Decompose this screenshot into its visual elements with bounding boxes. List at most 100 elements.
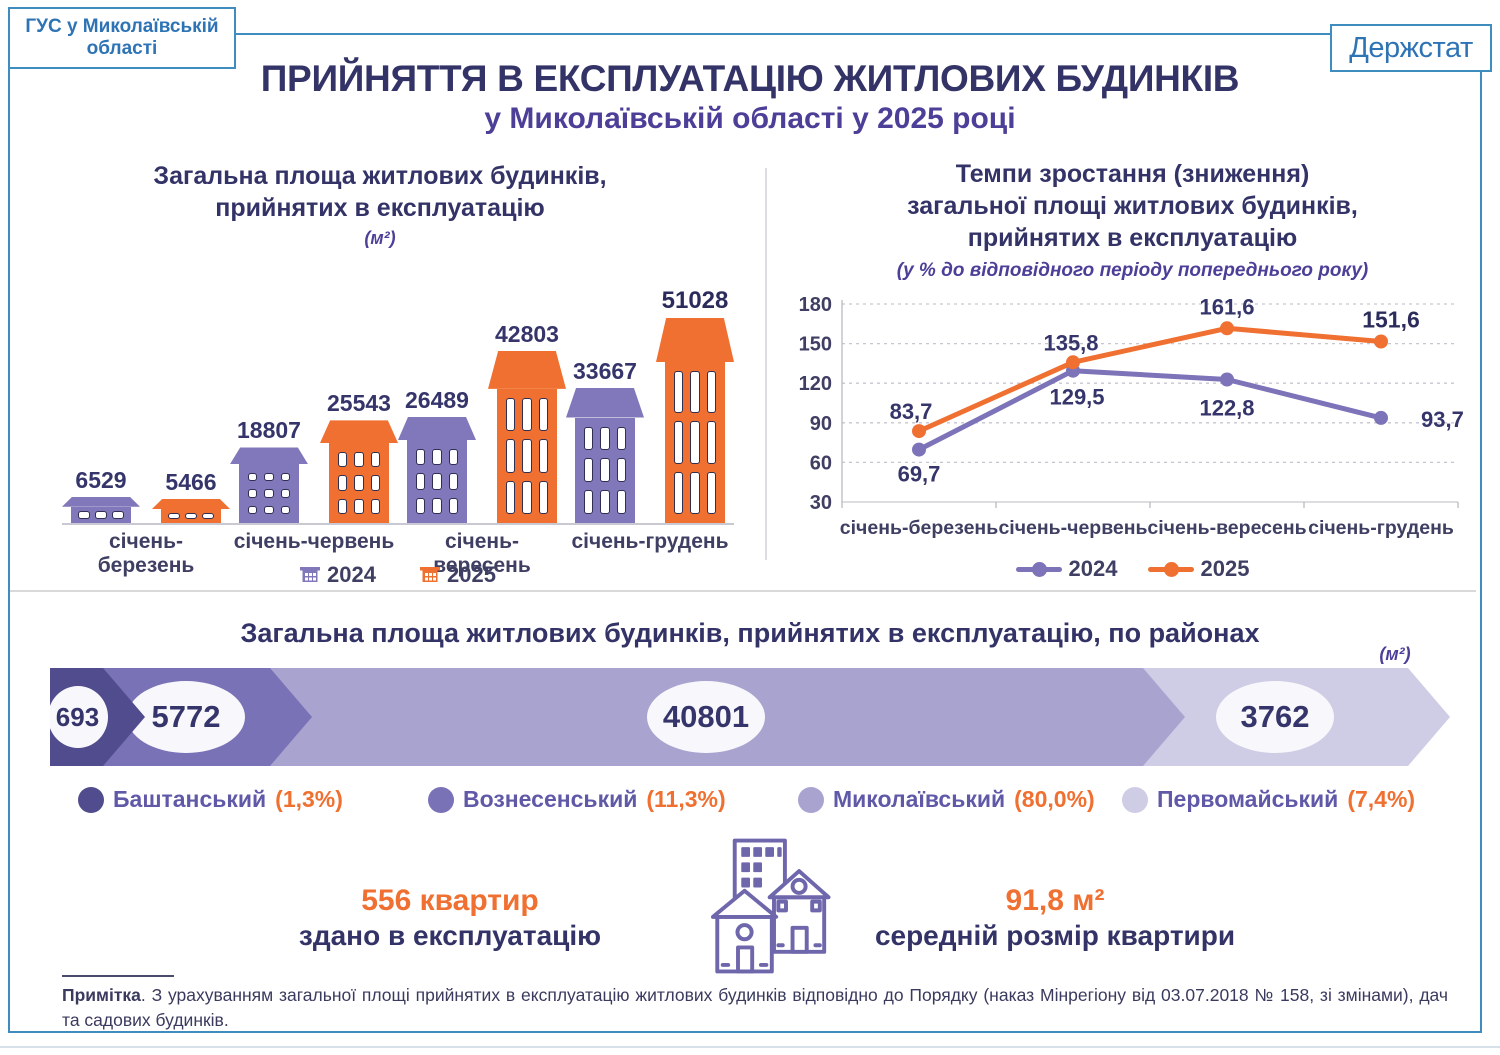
line-chart-svg: 30 60 90 120 150 180 січень-березень січень-чер… bbox=[799, 294, 1464, 539]
footnote-rule bbox=[62, 975, 174, 977]
window bbox=[674, 371, 684, 414]
svg-text:129,5: 129,5 bbox=[1049, 385, 1104, 410]
bar-item: 5466 bbox=[152, 469, 230, 523]
bar-item: 18807 bbox=[230, 417, 308, 523]
section-separator bbox=[10, 590, 1476, 592]
logo-left-line1: ГУС у Миколаївській bbox=[25, 16, 219, 38]
bottom-edge-line bbox=[0, 1046, 1500, 1048]
building-body bbox=[497, 388, 557, 523]
window bbox=[506, 439, 516, 473]
district-dot bbox=[798, 786, 824, 813]
building-body bbox=[407, 440, 467, 523]
district-dot bbox=[78, 786, 104, 813]
window bbox=[264, 505, 274, 514]
building bbox=[320, 420, 398, 523]
window bbox=[78, 510, 90, 519]
district-legend-item: Первомайський (7,4%) bbox=[1122, 786, 1415, 813]
building-legend-icon bbox=[300, 562, 321, 588]
svg-text:січень-березень: січень-березень bbox=[840, 517, 998, 539]
svg-text:151,6: 151,6 bbox=[1362, 307, 1420, 333]
building-legend-icon bbox=[420, 562, 440, 588]
window bbox=[432, 473, 442, 490]
window bbox=[522, 480, 532, 514]
building-roof bbox=[62, 496, 140, 507]
window bbox=[416, 473, 426, 490]
arrow-segment: 40801 bbox=[267, 668, 1185, 766]
window bbox=[616, 490, 626, 514]
window bbox=[432, 497, 442, 514]
svg-text:січень-червень: січень-червень bbox=[998, 517, 1147, 539]
growth-line-chart: 30 60 90 120 150 180 січень-березень січень-чер… bbox=[790, 288, 1475, 554]
line-legend-swatch bbox=[1015, 561, 1062, 577]
district-legend-item: Баштанський (1,3%) bbox=[78, 786, 343, 813]
arrow-segment: 3762 bbox=[1140, 668, 1450, 766]
footnote-text: . З урахуванням загальної площі прийняти… bbox=[62, 985, 1448, 1030]
logo-box-right: Держстат bbox=[1330, 24, 1492, 72]
window bbox=[522, 439, 532, 473]
window bbox=[538, 480, 548, 514]
building bbox=[152, 499, 230, 523]
window bbox=[690, 371, 700, 414]
line-chart-legend: 2024 2025 bbox=[795, 556, 1470, 582]
window bbox=[280, 489, 290, 498]
window bbox=[706, 471, 716, 514]
houses-icon bbox=[700, 834, 848, 978]
building-body bbox=[665, 362, 725, 523]
window bbox=[95, 510, 107, 519]
window bbox=[506, 397, 516, 432]
window bbox=[600, 426, 610, 451]
avg-size-stat-label: середній розмір квартири bbox=[874, 920, 1236, 951]
svg-text:150: 150 bbox=[799, 334, 832, 356]
panel-divider bbox=[765, 168, 767, 560]
window bbox=[690, 421, 700, 464]
building-roof bbox=[566, 387, 644, 418]
window bbox=[584, 426, 594, 451]
window bbox=[432, 449, 442, 466]
footnote: Примітка. З урахуванням загальної площі … bbox=[62, 983, 1448, 1032]
bar-category-label: січень-червень bbox=[233, 530, 395, 553]
window bbox=[706, 421, 716, 464]
svg-text:161,6: 161,6 bbox=[1199, 294, 1254, 319]
building-roof bbox=[656, 318, 734, 362]
bar-item: 26489 bbox=[398, 387, 476, 523]
line-chart-title: Темпи зростання (зниження) загальної пло… bbox=[907, 160, 1358, 252]
building-body bbox=[161, 509, 221, 523]
svg-text:120: 120 bbox=[799, 373, 832, 395]
window bbox=[370, 498, 380, 514]
svg-text:69,7: 69,7 bbox=[898, 462, 941, 487]
svg-text:180: 180 bbox=[799, 294, 832, 316]
window bbox=[448, 497, 458, 514]
legend-item: 2025 bbox=[420, 562, 496, 588]
line-chart-subtitle: (у % до відповідного періоду попередньог… bbox=[896, 260, 1369, 281]
window bbox=[248, 489, 258, 498]
line-legend-swatch bbox=[1147, 561, 1194, 577]
window bbox=[690, 471, 700, 514]
district-legend-item: Вознесенський (11,3%) bbox=[428, 786, 726, 813]
footnote-label: Примітка bbox=[62, 985, 141, 1005]
svg-text:60: 60 bbox=[810, 452, 832, 474]
avg-size-stat-value: 91,8 м² bbox=[1005, 884, 1105, 917]
building-body bbox=[71, 506, 131, 523]
building bbox=[230, 447, 308, 523]
district-share: (7,4%) bbox=[1347, 786, 1416, 812]
page-subtitle: у Миколаївській області у 2025 році bbox=[484, 102, 1016, 135]
building bbox=[62, 496, 140, 523]
window bbox=[706, 371, 716, 414]
district-legend-item: Миколаївський (80,0%) bbox=[798, 786, 1095, 813]
bar-value: 25543 bbox=[327, 390, 391, 417]
window bbox=[168, 513, 180, 519]
svg-text:83,7: 83,7 bbox=[890, 399, 933, 424]
floor-area-chart: 6529 5466 18807 25543 26489 42803 33667 51028 bbox=[62, 286, 734, 525]
segment-value-bubble: 5772 bbox=[127, 681, 245, 753]
legend-item: 2024 bbox=[1015, 556, 1118, 582]
bar-group: 33667 51028 bbox=[566, 287, 734, 523]
building-body bbox=[575, 417, 635, 523]
window bbox=[600, 458, 610, 483]
window bbox=[674, 471, 684, 514]
district-name: Миколаївський bbox=[833, 786, 1006, 812]
bar-group: 6529 5466 bbox=[62, 467, 230, 523]
bar-chart-title: Загальна площа житлових будинків, прийня… bbox=[153, 162, 607, 222]
apartments-stat-label: здано в експлуатацію bbox=[298, 920, 602, 951]
window bbox=[600, 490, 610, 514]
logo-box-left: ГУС у Миколаївській області bbox=[8, 7, 236, 69]
